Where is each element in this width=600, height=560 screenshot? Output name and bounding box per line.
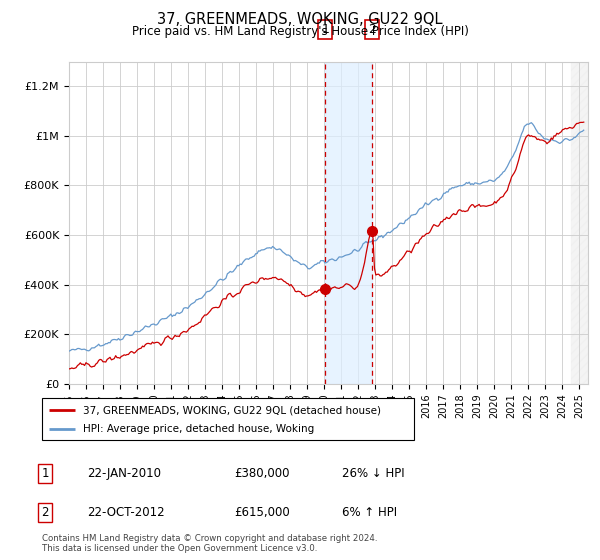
Text: Contains HM Land Registry data © Crown copyright and database right 2024.
This d: Contains HM Land Registry data © Crown c…	[42, 534, 377, 553]
Bar	[325, 62, 372, 384]
Text: Price paid vs. HM Land Registry's House Price Index (HPI): Price paid vs. HM Land Registry's House …	[131, 25, 469, 38]
FancyBboxPatch shape	[42, 398, 414, 440]
Text: 2: 2	[368, 23, 376, 36]
Text: 37, GREENMEADS, WOKING, GU22 9QL (detached house): 37, GREENMEADS, WOKING, GU22 9QL (detach…	[83, 405, 381, 415]
Text: 22-OCT-2012: 22-OCT-2012	[87, 506, 164, 519]
Text: HPI: Average price, detached house, Woking: HPI: Average price, detached house, Woki…	[83, 424, 314, 434]
Bar	[571, 62, 590, 384]
Text: 37, GREENMEADS, WOKING, GU22 9QL: 37, GREENMEADS, WOKING, GU22 9QL	[157, 12, 443, 27]
Text: £615,000: £615,000	[234, 506, 290, 519]
Text: 26% ↓ HPI: 26% ↓ HPI	[342, 466, 404, 480]
Text: 1: 1	[322, 23, 329, 36]
Text: 6% ↑ HPI: 6% ↑ HPI	[342, 506, 397, 519]
Text: 22-JAN-2010: 22-JAN-2010	[87, 466, 161, 480]
Text: 2: 2	[41, 506, 49, 519]
Text: 1: 1	[41, 466, 49, 480]
Text: £380,000: £380,000	[234, 466, 290, 480]
